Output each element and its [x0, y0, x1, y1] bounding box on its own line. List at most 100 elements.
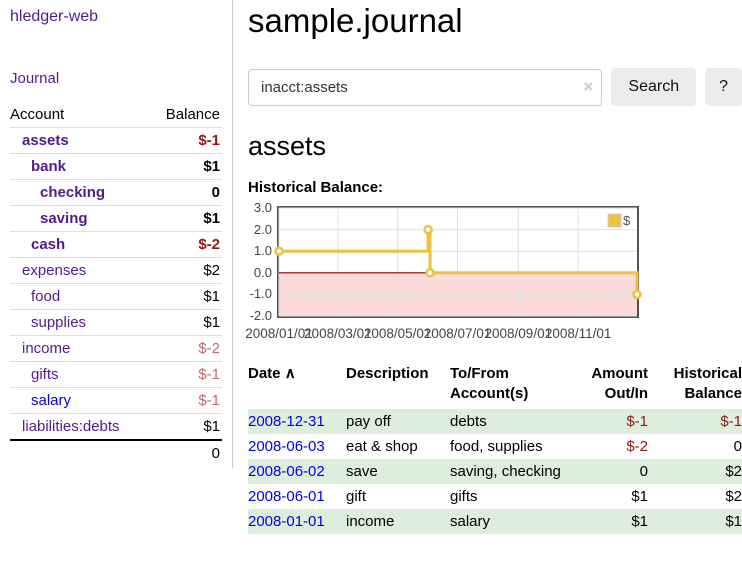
account-link[interactable]: checking — [40, 184, 106, 201]
transaction-date-link[interactable]: 2008-12-31 — [248, 413, 325, 430]
svg-text:$: $ — [623, 213, 631, 228]
account-balance: $-1 — [150, 361, 222, 388]
register-header-date[interactable]: Date ∧ — [248, 365, 296, 382]
transaction-date-link[interactable]: 2008-06-01 — [248, 488, 325, 505]
x-tick-label: 2008/03/01 — [304, 326, 372, 341]
register-row: 2008-12-31 pay off debts $-1 $-1 — [248, 409, 742, 434]
account-row: checking 0 — [10, 179, 222, 206]
x-tick-label: 2008/09/01 — [484, 326, 553, 341]
account-link[interactable]: income — [22, 340, 71, 357]
account-link[interactable]: bank — [31, 158, 67, 175]
chart-legend: $ — [607, 213, 631, 228]
main-content: sample.journal × Search ? assets Histori… — [233, 0, 742, 534]
register-row: 2008-06-03 eat & shop food, supplies $-2 0 — [248, 434, 742, 459]
account-link[interactable]: salary — [31, 392, 72, 409]
accounts-header-balance: Balance — [150, 103, 222, 128]
register-row: 2008-01-01 income salary $1 $1 — [248, 509, 742, 534]
transaction-description: gift — [346, 488, 367, 505]
transaction-date-link[interactable]: 2008-01-01 — [248, 513, 325, 530]
transaction-date-link[interactable]: 2008-06-03 — [248, 438, 325, 455]
account-link[interactable]: expenses — [22, 262, 87, 279]
x-tick-label: 2008/11/01 — [544, 326, 612, 341]
account-row: liabilities:debts $1 — [10, 413, 222, 441]
chart-title: Historical Balance: — [248, 179, 384, 196]
transaction-balance: 0 — [733, 438, 742, 455]
nav-journal-link[interactable]: Journal — [10, 70, 60, 87]
account-row: supplies $1 — [10, 309, 222, 336]
account-row: food $1 — [10, 283, 222, 310]
account-balance: $2 — [150, 257, 222, 284]
account-balance: $1 — [150, 205, 222, 232]
transaction-accounts: gifts — [450, 488, 478, 505]
register-row: 2008-06-02 save saving, checking 0 $2 — [248, 459, 742, 484]
account-link[interactable]: saving — [40, 210, 88, 227]
transaction-amount: $1 — [631, 488, 648, 505]
account-row: gifts $-1 — [10, 361, 222, 388]
accounts-total-value: 0 — [211, 445, 220, 462]
account-row: expenses $2 — [10, 257, 222, 284]
register-row: 2008-06-01 gift gifts $1 $2 — [248, 484, 742, 509]
y-tick-label: -1.0 — [249, 286, 272, 302]
transaction-accounts: saving, checking — [450, 463, 561, 480]
help-button[interactable]: ? — [705, 68, 742, 106]
account-balance: 0 — [150, 179, 222, 206]
transaction-date-link[interactable]: 2008-06-02 — [248, 463, 325, 480]
transaction-balance: $-1 — [720, 413, 742, 430]
chart-plot-area[interactable]: $ — [274, 206, 642, 318]
account-row: salary $-1 — [10, 387, 222, 414]
transaction-accounts: salary — [450, 513, 491, 530]
account-row: saving $1 — [10, 205, 222, 232]
account-link[interactable]: assets — [22, 132, 69, 149]
y-tick-label: 0.0 — [253, 264, 272, 280]
transaction-amount: $-2 — [626, 438, 648, 455]
register-table: Date ∧ Description To/From Account(s) Am… — [248, 361, 742, 534]
account-row: income $-2 — [10, 335, 222, 362]
account-balance: $-1 — [150, 127, 222, 154]
account-balance: $1 — [150, 283, 222, 310]
search-form: × Search ? — [248, 68, 742, 106]
account-link[interactable]: gifts — [31, 366, 59, 383]
clear-search-icon[interactable]: × — [583, 77, 594, 97]
x-tick-label: 2008/01/01 — [245, 326, 313, 341]
transaction-description: eat & shop — [346, 438, 418, 455]
app-brand: hledger-web — [10, 8, 222, 26]
transaction-description: save — [346, 463, 378, 480]
y-tick-label: -2.0 — [249, 308, 272, 323]
register-header-balance: Historical Balance — [673, 365, 742, 402]
accounts-table: Account Balance assets $-1 bank $1 checking 0… — [10, 103, 222, 466]
account-link[interactable]: liabilities:debts — [22, 418, 120, 435]
account-row: bank $1 — [10, 153, 222, 180]
transaction-accounts: debts — [450, 413, 487, 430]
sidebar-nav: Journal — [10, 70, 222, 87]
sort-asc-icon: ∧ — [284, 365, 296, 382]
y-tick-label: 1.0 — [253, 243, 272, 259]
transaction-balance: $1 — [725, 513, 742, 530]
sidebar: hledger-web Journal Account Balance asse… — [0, 0, 233, 468]
transaction-amount: 0 — [639, 463, 648, 480]
search-input[interactable] — [248, 68, 603, 106]
account-balance: $-2 — [150, 335, 222, 362]
search-box: × — [248, 68, 603, 106]
x-tick-label: 2008/05/01 — [363, 326, 432, 341]
register-header-description: Description — [346, 365, 429, 382]
x-tick-label: 2008/07/01 — [423, 326, 492, 341]
transaction-description: pay off — [346, 413, 391, 430]
brand-link[interactable]: hledger-web — [10, 8, 99, 25]
account-balance: $-2 — [150, 231, 222, 258]
transaction-balance: $2 — [725, 488, 742, 505]
register-header-amount: Amount Out/In — [591, 365, 648, 402]
transaction-amount: $1 — [631, 513, 648, 530]
accounts-total-row: 0 — [10, 440, 222, 466]
account-link[interactable]: cash — [31, 236, 66, 253]
account-link[interactable]: food — [31, 288, 61, 305]
account-row: cash $-2 — [10, 231, 222, 258]
search-button[interactable]: Search — [611, 68, 697, 106]
y-tick-label: 3.0 — [253, 200, 272, 215]
historical-balance-chart: 3.0 2.0 1.0 0.0 -1.0 -2.0 $ 2008/01/01 2008/03… — [245, 201, 668, 341]
account-balance: $1 — [150, 413, 222, 441]
account-row: assets $-1 — [10, 127, 222, 154]
account-heading: assets — [248, 131, 327, 161]
accounts-header-account: Account — [10, 103, 151, 128]
account-link[interactable]: supplies — [31, 314, 87, 331]
